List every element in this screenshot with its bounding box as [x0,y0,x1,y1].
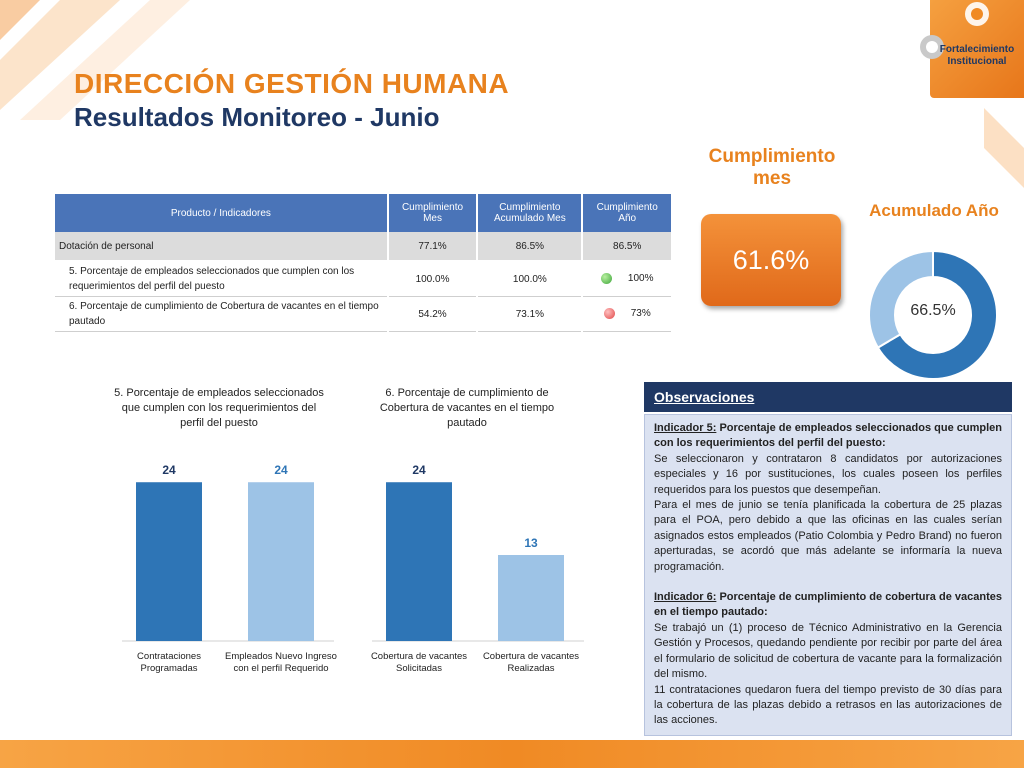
status-red-icon [603,308,615,320]
indicador-6-heading: Indicador 6: Porcentaje de cumplimiento … [654,590,1002,621]
bar-value-label: 13 [524,536,538,550]
row-anio-cell: 73% [583,297,671,332]
logo-text: Fortalecimiento Institucional [939,44,1015,67]
logo-fortalecimiento: Fortalecimiento Institucional [916,0,1024,100]
acumulado-anio-value: 66.5% [910,302,956,319]
spacer [654,575,1002,590]
indicador-6-title: Porcentaje de cumplimiento de cobertura … [654,591,1003,619]
row-acum: 86.5% [478,232,582,262]
indicador-6-label: Indicador 6: [654,591,717,604]
indicador-5-paragraph-1: Se seleccionaron y contrataron 8 candida… [654,452,1002,496]
table-header-row: Producto / Indicadores Cumplimiento Mes … [55,194,671,232]
table-row: 6. Porcentaje de cumplimiento de Cobertu… [55,297,671,332]
chart-6-bars: 24 Cobertura de vacantes Solicitadas 13 Cobe… [371,463,584,674]
row-mes: 100.0% [388,262,477,297]
header-cumplimiento-anio: Cumplimiento Año [583,194,671,232]
footer-band [0,740,1024,768]
observaciones-header: Observaciones [644,382,1012,412]
chart-5-title: 5. Porcentaje de empleados seleccionados… [114,387,324,429]
category-label: Cobertura de vacantes Realizadas [483,651,579,674]
header-cumplimiento-acumulado: Cumplimiento Acumulado Mes [478,194,582,232]
cumplimiento-mes-label: Cumplimiento mes [708,146,836,189]
row-mes: 77.1% [388,232,477,262]
right-stripe [984,108,1024,188]
observaciones-body: Indicador 5: Porcentaje de empleados sel… [644,414,1012,736]
bar-value-label: 24 [162,463,176,477]
row-label: 6. Porcentaje de cumplimiento de Cobertu… [55,297,387,332]
bar [386,482,452,641]
row-label: Dotación de personal [55,232,387,262]
chart-6-title: 6. Porcentaje de cumplimiento de Cobertu… [379,387,555,429]
acumulado-anio-donut [868,249,998,380]
bar [498,555,564,641]
indicador-5-paragraph-2: Para el mes de junio se tenía planificad… [654,499,1002,573]
top-left-stripes [0,0,190,120]
row-mes: 54.2% [388,297,477,332]
row-acum: 73.1% [478,297,582,332]
category-label: Contrataciones Programadas [137,651,201,674]
bar [248,482,314,641]
puzzle-piece-icon [965,2,989,26]
row-anio: 73% [630,308,651,320]
indicador-5-title: Porcentaje de empleados seleccionados qu… [654,422,1003,450]
cumplimiento-mes-value: 61.6% [701,214,841,306]
header-cumplimiento-mes: Cumplimiento Mes [388,194,477,232]
bar-value-label: 24 [274,463,288,477]
donut-slice-achieved [876,249,998,380]
indicador-5-heading: Indicador 5: Porcentaje de empleados sel… [654,421,1002,452]
table-row: Dotación de personal 77.1% 86.5% 86.5% [55,232,671,262]
row-anio: 86.5% [583,232,671,262]
status-green-icon [600,273,612,285]
donut-slice-remaining [868,249,934,349]
category-label: Cobertura de vacantes Solicitadas [371,651,467,674]
indicators-table: Producto / Indicadores Cumplimiento Mes … [53,194,673,332]
puzzle-tab-icon [920,35,944,59]
acumulado-anio-label: Acumulado Año [869,201,999,220]
header-producto: Producto / Indicadores [55,194,387,232]
table-row: 5. Porcentaje de empleados seleccionados… [55,262,671,297]
page-subtitle: Resultados Monitoreo - Junio [74,102,440,132]
category-label: Empleados Nuevo Ingreso con el perfil Req… [225,651,337,674]
row-label: 5. Porcentaje de empleados seleccionados… [55,262,387,297]
row-anio: 100% [627,273,654,285]
chart-5-bars: 24 Contrataciones Programadas 24 Empleados N… [122,463,337,674]
page-title: DIRECCIÓN GESTIÓN HUMANA [74,68,510,99]
bar [136,482,202,641]
bar-value-label: 24 [412,463,426,477]
indicador-6-paragraph-2: 11 contrataciones quedaron fuera del tie… [654,683,1002,727]
indicador-5-label: Indicador 5: [654,422,717,434]
row-acum: 100.0% [478,262,582,297]
row-anio-cell: 100% [583,262,671,297]
indicador-6-paragraph-1: Se trabajó un (1) proceso de Técnico Adm… [654,621,1002,681]
